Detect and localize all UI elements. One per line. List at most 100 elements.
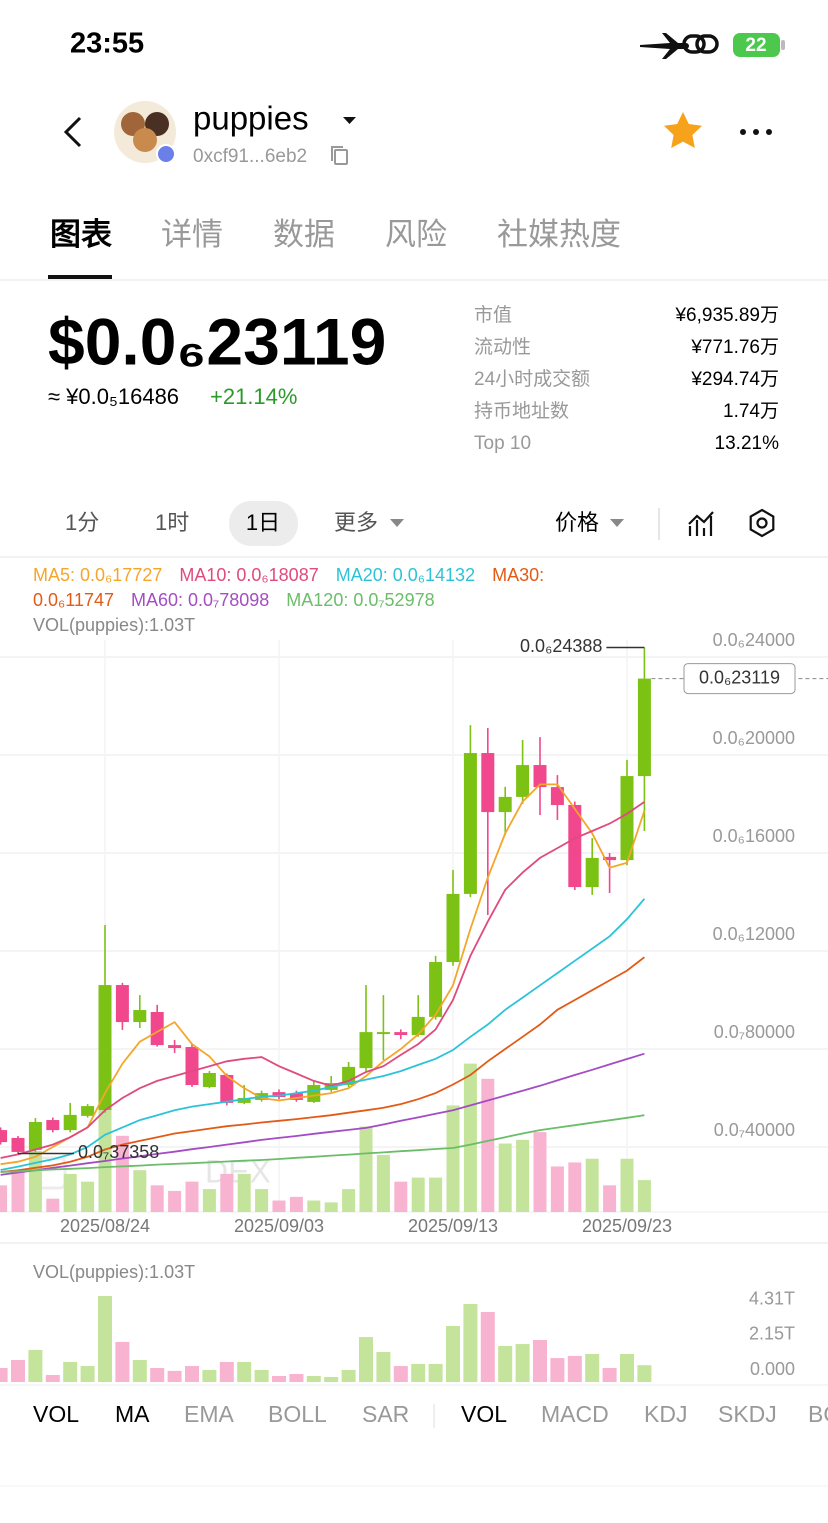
y-tick-label: 0.0₆12000	[713, 924, 795, 944]
volume-bar	[254, 1369, 269, 1382]
indicator-tab[interactable]: VOL	[33, 1401, 79, 1427]
volume-overlay-bar	[81, 1181, 95, 1212]
volume-overlay-bar	[568, 1162, 582, 1212]
stat-value: ¥771.76万	[690, 337, 779, 358]
candle-body	[185, 1047, 199, 1086]
copy-button[interactable]	[331, 146, 348, 165]
candle-body	[498, 796, 512, 813]
stat-label: 流动性	[474, 336, 531, 358]
indicator-tab[interactable]: EMA	[184, 1401, 235, 1427]
candle-body	[63, 1114, 77, 1131]
candle-body	[637, 678, 651, 777]
ma-legend: MA5: 0.0₆17727 MA10: 0.0₆18087 MA20: 0.0₆1…	[33, 563, 633, 638]
volume-bar	[185, 1366, 199, 1382]
volume-bar	[550, 1358, 565, 1382]
token-address: 0xcf91...6eb2	[193, 146, 307, 167]
candle-body	[359, 1032, 373, 1069]
dropdown-caret	[390, 519, 404, 527]
tab[interactable]: 数据	[273, 217, 335, 252]
ma-line	[0, 956, 645, 1173]
indicator-tab[interactable]: BOLL	[808, 1401, 828, 1427]
candle-body	[429, 962, 443, 1017]
stat-value: 1.74万	[723, 401, 779, 422]
volume-overlay-bar	[255, 1189, 269, 1212]
tab[interactable]: 风险	[385, 217, 447, 252]
candle-body	[289, 1093, 303, 1100]
x-tick-label: 2025/09/13	[408, 1216, 498, 1236]
more-button[interactable]	[740, 129, 772, 135]
token-dropdown[interactable]	[343, 117, 356, 124]
tab[interactable]: 图表	[50, 217, 112, 252]
tab[interactable]: 详情	[161, 217, 223, 252]
volume-bar	[341, 1369, 356, 1382]
ma-line	[0, 898, 646, 1171]
candle-body	[376, 1032, 390, 1035]
volume-overlay-bar	[446, 1105, 460, 1212]
tab[interactable]: 社媒热度	[497, 217, 621, 252]
candle-body	[133, 1010, 147, 1023]
indicator-tab[interactable]: SKDJ	[718, 1401, 777, 1427]
interval-active-bg	[229, 501, 298, 546]
stat-value: 13.21%	[715, 433, 780, 454]
volume-bar	[428, 1363, 443, 1382]
indicator-tab[interactable]: MA	[115, 1401, 150, 1427]
volume-overlay-bar	[28, 1150, 42, 1212]
volume-bar	[289, 1374, 304, 1382]
volume-bar	[80, 1366, 95, 1382]
candle-body	[550, 787, 564, 805]
volume-overlay-bar	[272, 1200, 286, 1212]
candle-body	[272, 1092, 286, 1098]
volume-bar	[620, 1353, 634, 1382]
price-change: +21.14%	[210, 384, 297, 409]
favorite-button[interactable]	[664, 112, 702, 148]
interval[interactable]: 1分	[65, 510, 99, 535]
token-avatar	[114, 101, 176, 164]
stat-label: 市值	[474, 304, 512, 326]
volume-overlay-bar	[429, 1177, 443, 1212]
volume-bar	[272, 1375, 286, 1382]
volume-bar	[11, 1360, 25, 1382]
volume-bar	[324, 1376, 339, 1382]
indicator-button[interactable]	[688, 511, 714, 536]
volume-overlay-bar	[585, 1158, 599, 1212]
interval[interactable]: 更多	[334, 510, 378, 535]
candle-body	[533, 765, 547, 788]
candle-body	[11, 1137, 25, 1152]
indicator-tab[interactable]: MACD	[541, 1401, 609, 1427]
interval[interactable]: 1日	[246, 510, 280, 535]
y-tick-label: 0.0₆20000	[713, 728, 795, 748]
indicator-tab[interactable]: BOLL	[268, 1401, 327, 1427]
volume-bar	[498, 1346, 513, 1382]
volume-bar	[202, 1369, 217, 1382]
volume-bar	[393, 1366, 408, 1382]
price-selector[interactable]: 价格	[555, 510, 599, 535]
indicator-tab[interactable]: VOL	[461, 1401, 507, 1427]
volume-overlay-bar	[342, 1189, 356, 1212]
last-price-box	[683, 663, 796, 695]
x-tick-label: 2025/08/24	[60, 1216, 150, 1236]
interval[interactable]: 1时	[155, 510, 189, 535]
volume-bar	[306, 1375, 321, 1382]
indicator-tab[interactable]: KDJ	[644, 1401, 687, 1427]
candle-body	[168, 1045, 182, 1049]
legend-entry: MA120: 0.0₇52978	[286, 590, 435, 610]
last-price-label: 0.0₆23119	[699, 667, 780, 687]
volume-bar	[28, 1349, 43, 1382]
volume-overlay-bar	[133, 1170, 147, 1212]
volume-bar	[132, 1360, 147, 1382]
candle-body	[150, 1012, 164, 1046]
volume-overlay-bar	[237, 1173, 251, 1212]
volume-overlay-bar	[150, 1185, 164, 1212]
battery-tip	[781, 40, 785, 50]
x-tick-label: 2025/09/23	[582, 1216, 672, 1236]
back-button[interactable]	[63, 116, 82, 148]
settings-button[interactable]	[749, 508, 775, 538]
stat-label: 24小时成交额	[474, 368, 590, 390]
indicator-tab[interactable]: SAR	[362, 1401, 409, 1427]
volume-overlay-bar	[220, 1173, 234, 1212]
volume-bar	[585, 1353, 600, 1382]
candle-body	[481, 753, 495, 813]
volume-title: VOL(puppies):1.03T	[33, 1262, 195, 1282]
y-tick-label: 0.0₆16000	[713, 826, 795, 846]
